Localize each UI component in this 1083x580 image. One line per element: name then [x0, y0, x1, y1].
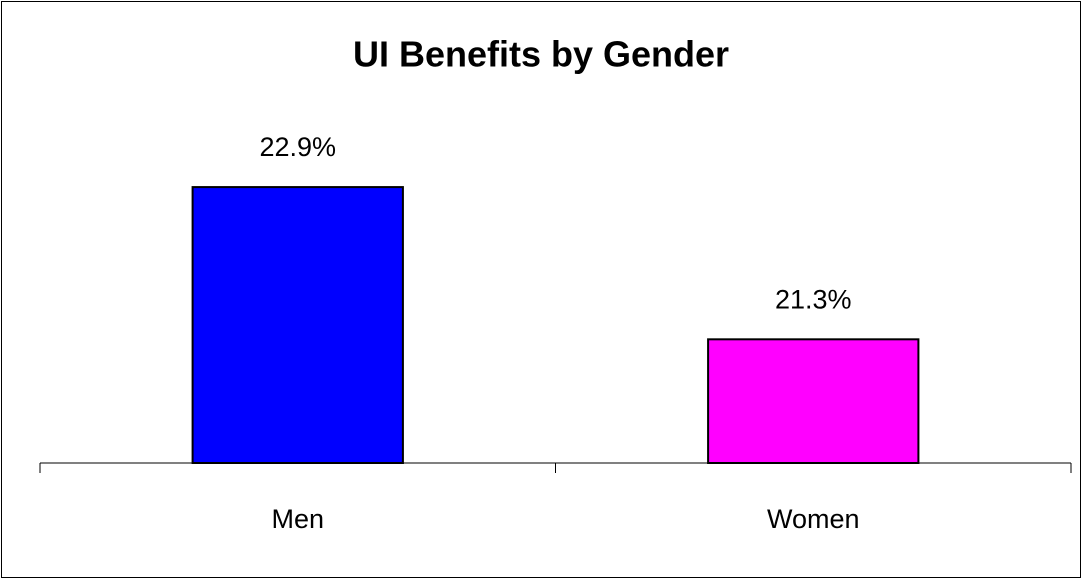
bar: [707, 338, 920, 465]
x-tick-label: Men: [271, 504, 324, 534]
value-label: 22.9%: [259, 132, 336, 162]
chart-title: UI Benefits by Gender: [353, 34, 729, 75]
x-tick-label: Women: [767, 504, 860, 534]
bar: [191, 186, 404, 464]
value-label: 21.3%: [775, 284, 852, 314]
